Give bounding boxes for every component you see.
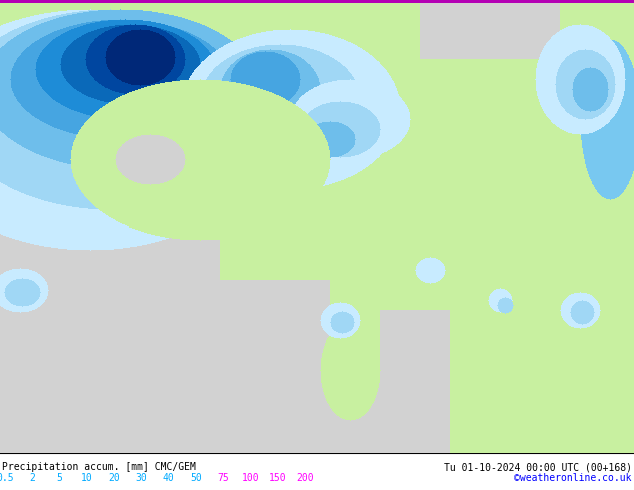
- Text: 40: 40: [163, 473, 174, 483]
- Text: 10: 10: [81, 473, 93, 483]
- Text: 50: 50: [190, 473, 202, 483]
- Text: 20: 20: [108, 473, 120, 483]
- Text: Tu 01-10-2024 00:00 UTC (00+168): Tu 01-10-2024 00:00 UTC (00+168): [444, 462, 632, 472]
- Text: 0.5: 0.5: [0, 473, 14, 483]
- Text: Precipitation accum. [mm] CMC/GEM: Precipitation accum. [mm] CMC/GEM: [2, 462, 196, 472]
- Text: 150: 150: [269, 473, 287, 483]
- Text: 5: 5: [56, 473, 63, 483]
- Text: 30: 30: [136, 473, 147, 483]
- Text: 100: 100: [242, 473, 259, 483]
- Text: 2: 2: [29, 473, 36, 483]
- Text: 75: 75: [217, 473, 229, 483]
- Text: 200: 200: [296, 473, 314, 483]
- Text: ©weatheronline.co.uk: ©weatheronline.co.uk: [515, 473, 632, 483]
